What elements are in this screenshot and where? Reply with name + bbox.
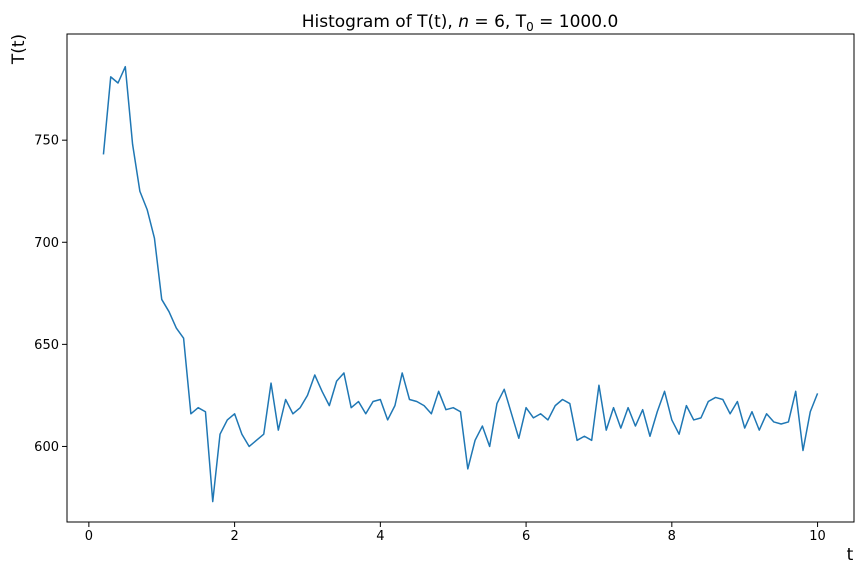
plot-frame [66, 33, 855, 523]
series-line [102, 65, 819, 503]
y-axis-label: T(t) [9, 34, 29, 65]
plot-area: 0 2 4 6 8 10 600 650 700 750 [34, 33, 855, 544]
y-tick-label: 750 [34, 134, 59, 149]
x-tick-label: 6 [522, 529, 530, 544]
y-tick-label: 650 [34, 338, 59, 353]
x-tick-label: 2 [230, 529, 238, 544]
y-tick-label: 600 [34, 440, 59, 455]
y-tick-label: 700 [34, 236, 59, 251]
chart-title: Histogram of T(t), n = 6, T0 = 1000.0 [302, 12, 619, 34]
x-tick-label: 4 [376, 529, 384, 544]
x-tick-label: 10 [809, 529, 826, 544]
x-axis-label: t [847, 545, 854, 565]
x-tick-label: 0 [85, 529, 93, 544]
x-tick-label: 8 [668, 529, 676, 544]
